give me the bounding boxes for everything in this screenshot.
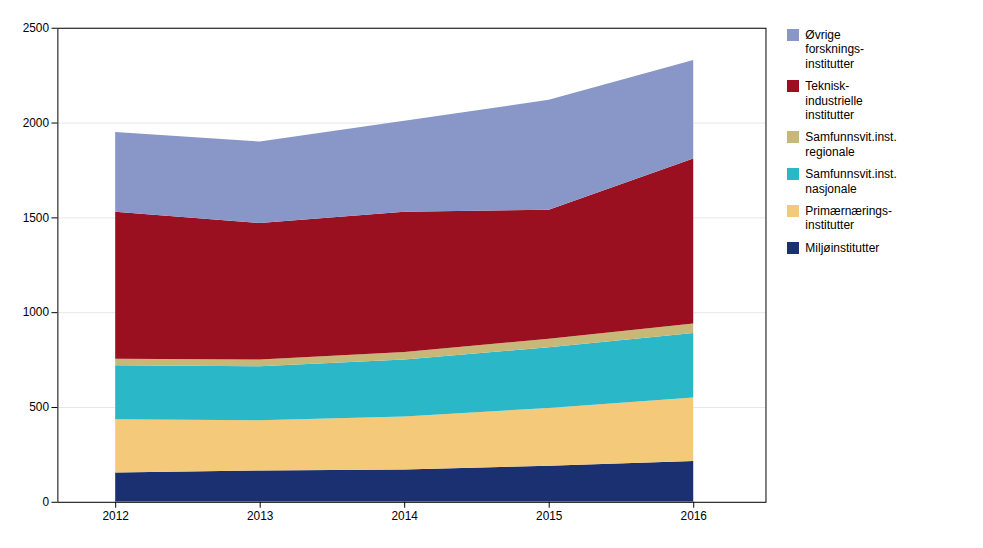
svg-text:0: 0: [42, 495, 49, 509]
html-text:Teknisk- industrielle institut: Teknisk- industrielle institutter: [805, 79, 863, 122]
svg-text:500: 500: [29, 400, 49, 414]
svg-text:2013: 2013: [247, 509, 274, 523]
svg-text:2015: 2015: [536, 509, 563, 523]
html-text:Samfunnsvit.inst. regionale: Samfunnsvit.inst. regionale: [805, 130, 897, 159]
html-text:Primærnærings- institutter: Primærnærings- institutter: [805, 203, 892, 233]
html-text:Samfunnsvit.inst. nasjonale: Samfunnsvit.inst. nasjonale: [805, 167, 897, 196]
svg-text:1000: 1000: [23, 305, 50, 319]
html-text:Miljøinstitutter: Miljøinstitutter: [805, 240, 880, 255]
svg-text:2500: 2500: [23, 21, 50, 35]
svg-text:2012: 2012: [102, 509, 128, 523]
html-text:Øvrige forsknings- institutter: Øvrige forsknings- institutter: [805, 28, 864, 71]
svg-text:1500: 1500: [23, 211, 50, 225]
svg-text:2016: 2016: [681, 509, 708, 523]
svg-text:2014: 2014: [392, 509, 419, 523]
svg-text:2000: 2000: [23, 116, 50, 130]
